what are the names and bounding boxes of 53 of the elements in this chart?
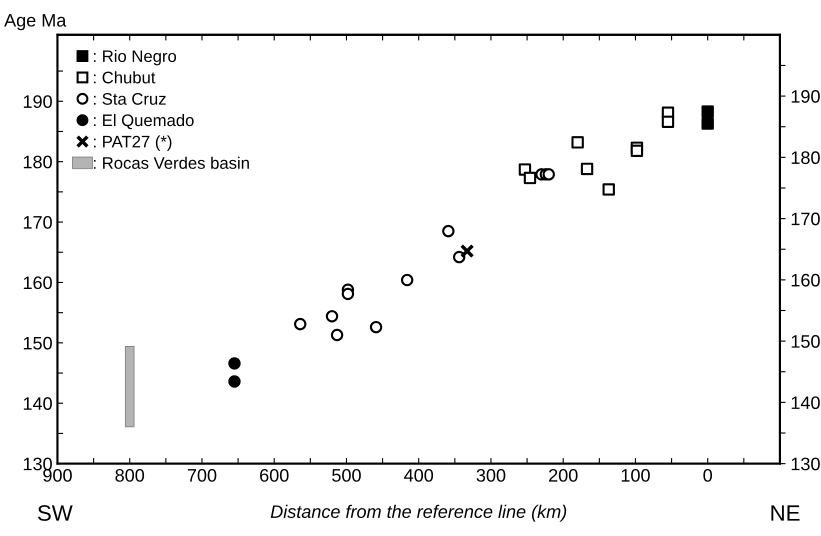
point bbox=[294, 318, 306, 330]
legend-label: : Chubut bbox=[94, 71, 156, 84]
point bbox=[400, 274, 414, 286]
legend-label: : PAT27 (*) bbox=[94, 135, 172, 151]
point bbox=[524, 172, 536, 184]
y-tick-label: 170 bbox=[24, 216, 52, 229]
x-tick-label: 500 bbox=[332, 468, 361, 482]
legend-label: : El Quemado bbox=[94, 114, 194, 130]
x-axis-title: Distance from the reference line (km) bbox=[270, 504, 566, 522]
legend-label: : Sta Cruz bbox=[94, 93, 166, 105]
x-tick-label: 800 bbox=[115, 468, 144, 482]
point bbox=[228, 375, 241, 388]
point bbox=[602, 183, 615, 196]
point bbox=[326, 310, 338, 322]
y2-tick-label: 140 bbox=[792, 396, 820, 410]
x-tick-label: 700 bbox=[188, 468, 216, 482]
y2-tick-label: 130 bbox=[792, 458, 820, 470]
y2-tick-label: 160 bbox=[792, 274, 820, 287]
point bbox=[702, 105, 714, 118]
y2-tick-label: 190 bbox=[792, 90, 820, 103]
x-tick-label: 900 bbox=[43, 468, 72, 482]
x-tick-label: 100 bbox=[622, 468, 650, 482]
point bbox=[460, 244, 474, 258]
legend-label: : Rio Negro bbox=[94, 50, 176, 66]
point bbox=[571, 136, 584, 149]
y-tick-label: 130 bbox=[24, 458, 52, 470]
y-tick-label: 180 bbox=[24, 156, 52, 168]
x-tick-label: 300 bbox=[476, 468, 506, 482]
x-tick-label: 600 bbox=[260, 468, 289, 482]
point bbox=[662, 116, 674, 128]
point bbox=[630, 144, 644, 157]
point bbox=[342, 288, 354, 300]
y-tick-label: 190 bbox=[24, 95, 52, 108]
y-axis-title: Age Ma bbox=[4, 14, 66, 30]
y-tick-label: 150 bbox=[24, 336, 52, 350]
point bbox=[702, 117, 714, 130]
point bbox=[542, 168, 555, 181]
y-tick-label: 160 bbox=[24, 276, 52, 290]
point bbox=[580, 162, 594, 176]
point bbox=[330, 328, 344, 342]
y-tick-label: 140 bbox=[24, 397, 52, 410]
y2-tick-label: 150 bbox=[792, 335, 820, 348]
point bbox=[442, 224, 455, 238]
x-tick-label: 400 bbox=[404, 468, 434, 482]
text: SW bbox=[38, 505, 73, 521]
point bbox=[228, 357, 241, 370]
text: NE bbox=[771, 505, 800, 521]
y2-tick-label: 170 bbox=[792, 212, 820, 226]
y2-tick-label: 180 bbox=[792, 151, 820, 164]
x-tick-label: 0 bbox=[703, 468, 712, 482]
legend-label: : Rocas Verdes basin bbox=[94, 156, 249, 169]
x-tick-label: 200 bbox=[549, 468, 578, 482]
point bbox=[370, 320, 382, 334]
